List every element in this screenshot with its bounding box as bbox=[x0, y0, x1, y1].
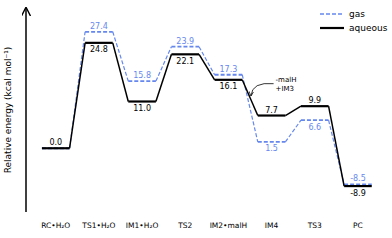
x-tick-label: IM4 bbox=[265, 221, 279, 230]
x-tick-label: PC bbox=[353, 221, 363, 230]
energy-level bbox=[85, 42, 113, 44]
data-label: 1.5 bbox=[265, 144, 278, 153]
x-tick-label: IM2•malH bbox=[210, 221, 248, 230]
plot-area bbox=[42, 32, 372, 186]
data-label: 0.0 bbox=[49, 138, 62, 147]
data-label: -8.9 bbox=[350, 189, 366, 198]
energy-level bbox=[128, 80, 156, 82]
energy-level bbox=[258, 141, 286, 143]
y-axis bbox=[25, 8, 27, 212]
energy-level bbox=[171, 53, 199, 55]
energy-level bbox=[171, 46, 199, 48]
energy-level bbox=[215, 74, 243, 76]
legend-label: gas bbox=[349, 9, 365, 19]
data-label: 17.3 bbox=[220, 65, 238, 74]
legend-label: aqueous bbox=[349, 23, 388, 33]
data-label: 16.1 bbox=[220, 82, 238, 91]
data-label: 23.9 bbox=[176, 37, 194, 46]
legend: gas aqueous bbox=[320, 9, 388, 33]
annotation: -malH+IM3 bbox=[276, 76, 297, 93]
connector bbox=[242, 80, 258, 116]
data-label: 15.8 bbox=[133, 71, 151, 80]
energy-level bbox=[42, 147, 70, 149]
x-tick-label: TS3 bbox=[307, 221, 322, 230]
connector bbox=[70, 43, 86, 148]
connector bbox=[242, 75, 258, 142]
data-label: 27.4 bbox=[90, 22, 108, 31]
data-label: 9.9 bbox=[308, 96, 321, 105]
connector bbox=[156, 54, 172, 101]
chart: Relative energy (kcal mol⁻¹) RC•H₂O TS1•H₂… bbox=[0, 0, 392, 238]
energy-level bbox=[301, 119, 329, 121]
energy-level bbox=[344, 183, 372, 185]
x-tick-label: IM1•H₂O bbox=[126, 221, 159, 230]
legend-swatch bbox=[320, 27, 344, 29]
connector bbox=[285, 120, 301, 142]
data-label: -8.5 bbox=[350, 174, 366, 183]
data-label: 6.6 bbox=[308, 123, 321, 132]
y-axis-label: Relative energy (kcal mol⁻¹) bbox=[3, 47, 13, 174]
connector bbox=[70, 32, 86, 148]
legend-swatch bbox=[320, 13, 344, 15]
energy-level bbox=[128, 100, 156, 102]
energy-level bbox=[301, 105, 329, 107]
energy-level bbox=[258, 114, 286, 116]
connector bbox=[199, 54, 215, 79]
connector bbox=[329, 106, 345, 186]
annotation-arrow bbox=[251, 83, 274, 95]
data-label: 22.1 bbox=[176, 57, 194, 66]
energy-level bbox=[42, 147, 70, 149]
data-label: 24.8 bbox=[90, 45, 108, 54]
energy-level bbox=[215, 79, 243, 81]
data-label: 11.0 bbox=[133, 104, 151, 113]
connector bbox=[285, 106, 301, 115]
x-tick-label: TS1•H₂O bbox=[81, 221, 115, 230]
energy-level bbox=[344, 185, 372, 187]
connector bbox=[113, 43, 129, 102]
connector bbox=[199, 47, 215, 75]
x-tick-label: TS2 bbox=[177, 221, 192, 230]
data-label: 7.7 bbox=[265, 106, 278, 115]
energy-level bbox=[85, 31, 113, 33]
x-tick-label: RC•H₂O bbox=[41, 221, 70, 230]
